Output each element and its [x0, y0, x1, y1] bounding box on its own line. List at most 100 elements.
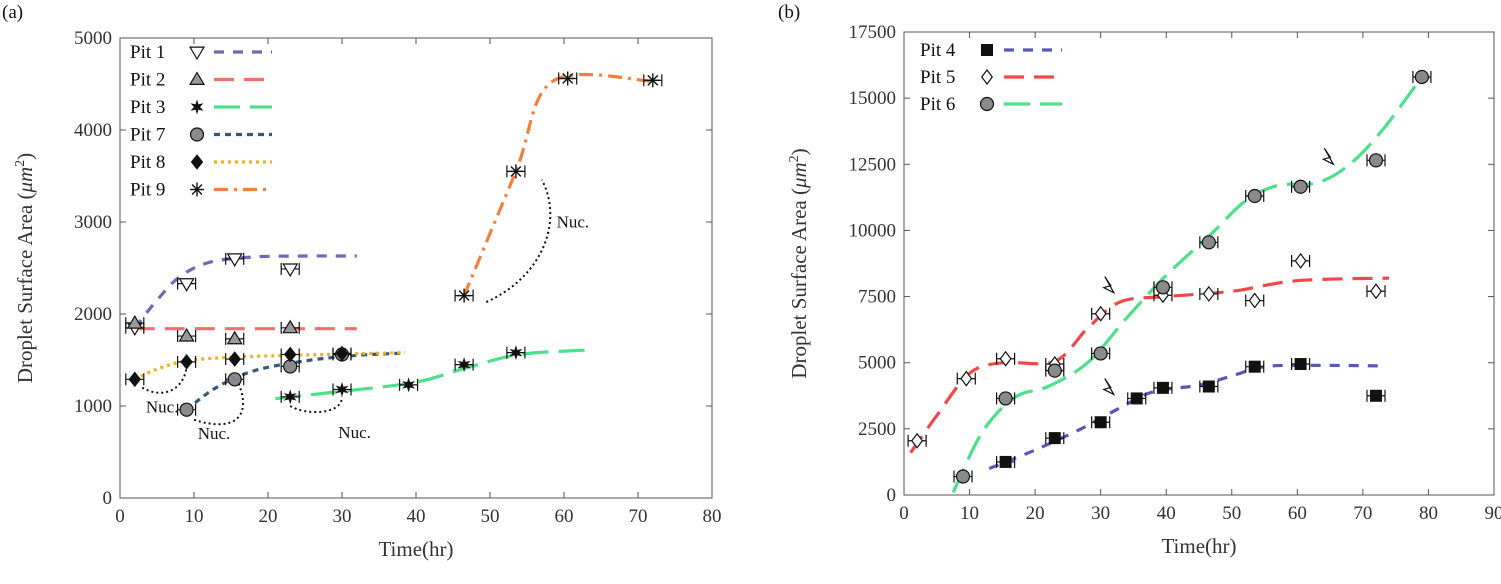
data-point [996, 391, 1016, 406]
legend-label: Pit 3 [130, 97, 165, 118]
data-point [953, 469, 973, 484]
data-point [1199, 380, 1219, 393]
y-tick-label: 3000 [74, 212, 112, 233]
data-point [280, 389, 300, 405]
x-tick-label: 80 [1419, 503, 1438, 524]
data-marker [1047, 363, 1062, 378]
data-marker [126, 315, 143, 329]
legend-marker [981, 69, 993, 85]
data-marker [999, 350, 1012, 367]
data-point [454, 357, 474, 373]
marker-stroke [458, 290, 470, 302]
y-tick-label: 17500 [849, 22, 897, 43]
data-marker [282, 319, 299, 334]
data-marker [1293, 179, 1308, 194]
legend-label: Pit 1 [130, 42, 165, 63]
data-marker [1156, 381, 1169, 394]
data-marker [1247, 188, 1262, 204]
data-point [280, 359, 300, 374]
y-tick-label: 5000 [74, 28, 112, 49]
x-tick-label: 60 [1288, 503, 1307, 524]
data-point [1091, 346, 1111, 361]
x-tick-label: 50 [1222, 503, 1241, 524]
y-axis-title-close: ) [787, 148, 811, 155]
data-point [996, 350, 1016, 367]
data-marker [1094, 416, 1107, 429]
data-point [1153, 280, 1173, 295]
data-point [454, 288, 474, 303]
data-point [1199, 235, 1219, 250]
data-marker [178, 278, 195, 292]
data-point [1291, 252, 1311, 269]
data-marker [227, 372, 242, 387]
y-tick-label: 1000 [74, 396, 112, 417]
data-marker [282, 263, 299, 278]
panel-label: (b) [778, 2, 800, 23]
y-axis-title-unit: μm [787, 162, 811, 189]
data-marker [335, 381, 349, 397]
y-axis-title-sup: 2 [787, 155, 802, 162]
data-marker [1370, 283, 1382, 300]
y-tick-label: 4000 [74, 120, 112, 141]
data-point [280, 262, 300, 278]
data-point [643, 73, 663, 88]
data-point [1245, 292, 1265, 309]
data-marker [911, 432, 924, 449]
data-marker [960, 370, 973, 387]
data-point [1412, 69, 1432, 85]
data-marker [508, 164, 523, 179]
data-point [1291, 179, 1311, 194]
legend-marker [190, 182, 204, 197]
data-marker [283, 389, 297, 405]
data-marker [128, 371, 142, 388]
y-tick-label: 10000 [849, 220, 897, 241]
data-marker [180, 354, 193, 370]
marker-stroke [510, 165, 522, 177]
data-point [1045, 363, 1065, 378]
y-tick-label: 2000 [74, 304, 112, 325]
data-point [1091, 416, 1111, 429]
data-marker [998, 391, 1013, 406]
data-point [1366, 283, 1386, 300]
legend: Pit 1 Pit 2 Pit 3 Pit 7 Pit 8 Pit 9 [130, 42, 272, 201]
legend-label: Pit 8 [130, 152, 165, 173]
data-marker [509, 345, 523, 361]
legend-label: Pit 4 [920, 40, 956, 61]
data-marker [1202, 380, 1215, 393]
y-axis-title: Droplet Surface Area (μm2) [13, 153, 37, 383]
plot-frame [903, 31, 1495, 496]
legend-label: Pit 7 [130, 125, 165, 146]
x-tick-label: 30 [1091, 503, 1110, 524]
data-point [996, 455, 1016, 468]
data-marker [560, 71, 575, 86]
data-marker [1094, 305, 1107, 322]
x-tick-label: 0 [899, 503, 909, 524]
data-point [332, 345, 352, 362]
x-tick-label: 20 [1026, 503, 1045, 524]
x-tick-label: 30 [333, 506, 352, 527]
nucleation-label: Nuc. [338, 423, 371, 442]
x-axis-title: Time(hr) [1161, 534, 1236, 558]
nucleation-connector [485, 179, 552, 303]
x-tick-label: 70 [1353, 503, 1372, 524]
legend-marker [189, 127, 205, 142]
data-point [1245, 360, 1265, 373]
y-tick-label: 0 [103, 488, 113, 509]
data-point [1127, 392, 1147, 405]
data-point [332, 381, 352, 397]
data-point [177, 354, 197, 370]
legend-marker [190, 154, 204, 170]
y-tick-label: 15000 [849, 88, 897, 109]
data-point [1199, 285, 1219, 302]
data-marker [645, 73, 660, 88]
data-point [956, 370, 976, 387]
arrowhead-marker [1102, 276, 1116, 295]
x-tick-label: 70 [629, 506, 648, 527]
y-axis-title-sup: 2 [13, 160, 28, 167]
y-tick-label: 2500 [858, 419, 896, 440]
series-fit-line-5 [462, 72, 653, 297]
marker-stroke [191, 184, 203, 195]
nucleation-label: Nuc. [198, 424, 231, 443]
data-marker [402, 377, 416, 393]
